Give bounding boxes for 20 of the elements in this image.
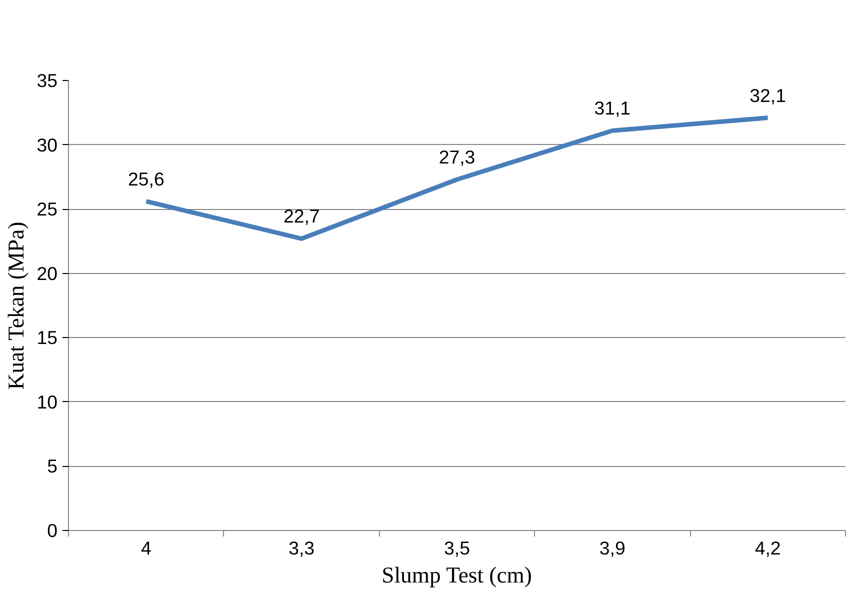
y-tick-label: 15 bbox=[36, 327, 58, 348]
x-tick-label: 4 bbox=[141, 538, 152, 558]
x-tick-label: 3,3 bbox=[288, 538, 315, 558]
y-tick-label: 25 bbox=[36, 198, 58, 220]
y-tick-label: 5 bbox=[47, 456, 58, 477]
x-tick-label: 4,2 bbox=[754, 538, 781, 558]
y-axis-title: Kuat Tekan (MPa) bbox=[4, 222, 29, 390]
x-axis-title: Slump Test (cm) bbox=[382, 562, 532, 588]
y-tick-label: 35 bbox=[36, 70, 58, 91]
y-tick-label: 20 bbox=[36, 262, 58, 284]
data-label: 22,7 bbox=[283, 206, 320, 227]
data-label: 25,6 bbox=[128, 168, 164, 190]
data-label: 32,1 bbox=[750, 84, 786, 106]
x-tick-label: 3,9 bbox=[599, 538, 626, 558]
x-tick-label: 3,5 bbox=[444, 538, 470, 558]
y-tick-label: 10 bbox=[36, 391, 58, 412]
y-tick-label: 30 bbox=[36, 134, 58, 156]
data-label: 31,1 bbox=[594, 98, 631, 119]
data-label: 27,3 bbox=[438, 146, 476, 168]
y-tick-label: 0 bbox=[47, 520, 58, 541]
